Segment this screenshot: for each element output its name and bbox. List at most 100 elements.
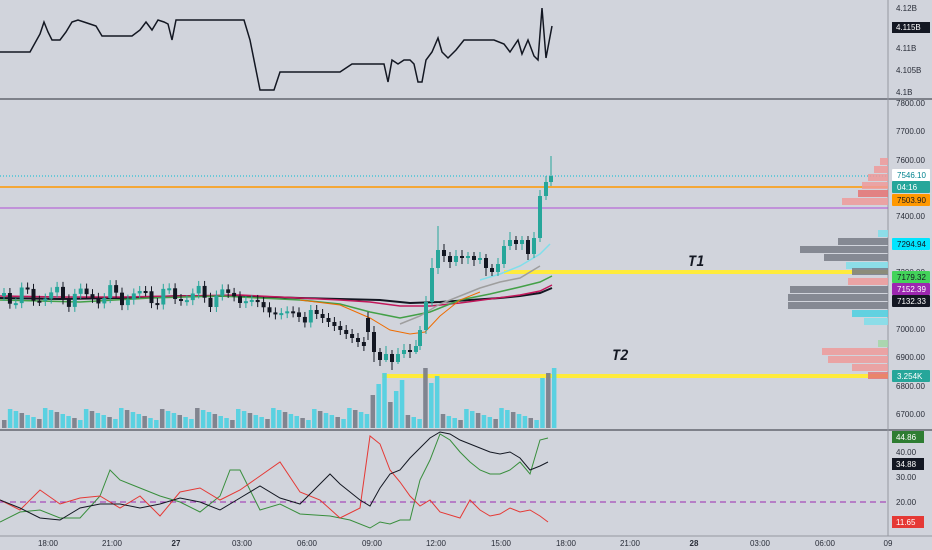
candle-body bbox=[31, 288, 36, 301]
candle-body bbox=[472, 256, 476, 260]
volume-bar bbox=[522, 416, 528, 428]
candle-body bbox=[350, 334, 355, 338]
rsi-badge: 44.86 bbox=[892, 431, 924, 443]
volume-bar bbox=[241, 411, 247, 428]
price-badge: 3.254K bbox=[892, 370, 930, 382]
price-axis-label: 7000.00 bbox=[896, 325, 925, 334]
candle-body bbox=[520, 240, 524, 244]
rsi-axis[interactable]: 40.00 30.00 20.00 bbox=[896, 448, 917, 507]
volume-bar bbox=[136, 414, 142, 428]
candle-body bbox=[361, 342, 366, 346]
time-axis[interactable]: 18:00 21:00 27 03:00 06:00 09:00 12:00 15:00 18:… bbox=[38, 539, 893, 548]
candle-body bbox=[108, 285, 113, 299]
volume-bar bbox=[388, 402, 393, 428]
volume-bar bbox=[83, 409, 89, 428]
volume-bar bbox=[312, 409, 317, 428]
svg-text:11.65: 11.65 bbox=[896, 518, 916, 527]
volume-bar bbox=[7, 409, 13, 428]
candle-body bbox=[208, 297, 213, 307]
volume-series bbox=[2, 368, 557, 428]
volume-bar bbox=[72, 418, 77, 428]
candle-body bbox=[196, 285, 201, 294]
volume-bar bbox=[265, 419, 270, 428]
volume-bar bbox=[405, 415, 411, 428]
volume-bar bbox=[288, 414, 294, 428]
volume-bar bbox=[546, 373, 551, 428]
volume-bar bbox=[434, 376, 440, 428]
volume-bar bbox=[200, 410, 206, 428]
time-axis-label: 09:00 bbox=[362, 539, 383, 548]
volume-bar bbox=[37, 419, 42, 428]
volume-bar bbox=[505, 410, 510, 428]
candle-body bbox=[478, 258, 482, 260]
moving-average-orange bbox=[299, 291, 481, 335]
volume-bar bbox=[271, 408, 276, 428]
candle-body bbox=[137, 291, 142, 294]
candle-body bbox=[13, 303, 18, 306]
volume-bar bbox=[253, 415, 259, 428]
volume-bar bbox=[417, 419, 422, 428]
candle-body bbox=[55, 286, 60, 293]
volume-bar bbox=[317, 411, 323, 428]
volume-bar bbox=[452, 418, 457, 428]
volume-bar bbox=[306, 420, 311, 428]
candle-body bbox=[448, 256, 452, 262]
volume-bar bbox=[347, 408, 352, 428]
candle-body bbox=[378, 352, 382, 360]
candle-body bbox=[96, 297, 101, 304]
candle-body bbox=[326, 318, 331, 322]
volume-bar bbox=[113, 419, 118, 428]
rsi-panel[interactable] bbox=[0, 431, 888, 529]
candle-body bbox=[526, 240, 530, 254]
candlestick-series[interactable] bbox=[2, 156, 553, 370]
candle-body bbox=[496, 264, 500, 272]
time-axis-label: 27 bbox=[172, 539, 181, 548]
volume-bar bbox=[540, 378, 545, 428]
price-axis-label: 4.1B bbox=[896, 88, 912, 97]
svg-text:7294.94: 7294.94 bbox=[897, 240, 926, 249]
volume-bar bbox=[95, 413, 101, 428]
candle-body bbox=[320, 314, 325, 318]
volume-bar bbox=[429, 383, 434, 428]
candle-body bbox=[214, 295, 219, 307]
price-badge: 7294.94 bbox=[892, 238, 930, 250]
candle-body bbox=[508, 240, 512, 246]
top-price-axis[interactable]: 4.12B 4.11B 4.105B 4.1B 4.115B bbox=[892, 4, 930, 97]
volume-bar bbox=[124, 410, 130, 428]
svg-text:7546.10: 7546.10 bbox=[897, 171, 926, 180]
time-axis-label: 21:00 bbox=[620, 539, 641, 548]
candle-body bbox=[202, 285, 207, 298]
volume-bar bbox=[212, 414, 218, 428]
main-price-badges: 7546.10 04:16 7503.90 7294.94 7179.32 7152.39… bbox=[892, 169, 930, 382]
candle-body bbox=[267, 307, 272, 313]
candle-body bbox=[418, 330, 422, 346]
moving-average-grey bbox=[399, 265, 541, 325]
main-price-panel[interactable]: T1 T2 bbox=[0, 156, 888, 428]
candle-body bbox=[344, 330, 349, 334]
candle-body bbox=[372, 332, 376, 352]
rsi-red-line bbox=[0, 435, 549, 523]
candle-body bbox=[460, 256, 464, 258]
candle-body bbox=[466, 256, 470, 258]
top-indicator-panel[interactable] bbox=[0, 7, 553, 91]
rsi-badge: 34.88 bbox=[892, 458, 924, 470]
volume-bar bbox=[54, 412, 60, 428]
volume-bar bbox=[218, 416, 223, 428]
candle-body bbox=[78, 288, 83, 294]
volume-bar bbox=[148, 418, 153, 428]
rsi-badges: 44.86 34.88 11.65 bbox=[892, 431, 924, 528]
candle-body bbox=[424, 302, 428, 330]
price-axis-label: 6700.00 bbox=[896, 410, 925, 419]
candle-body bbox=[155, 303, 160, 306]
volume-bar bbox=[382, 373, 387, 428]
svg-text:04:16: 04:16 bbox=[897, 183, 918, 192]
volume-bar bbox=[493, 419, 498, 428]
candle-body bbox=[114, 285, 119, 293]
candle-body bbox=[255, 299, 260, 303]
time-axis-label: 18:00 bbox=[38, 539, 59, 548]
candle-body bbox=[125, 299, 130, 306]
volume-bar bbox=[376, 384, 381, 428]
candle-body bbox=[414, 346, 418, 352]
volume-bar bbox=[475, 413, 481, 428]
